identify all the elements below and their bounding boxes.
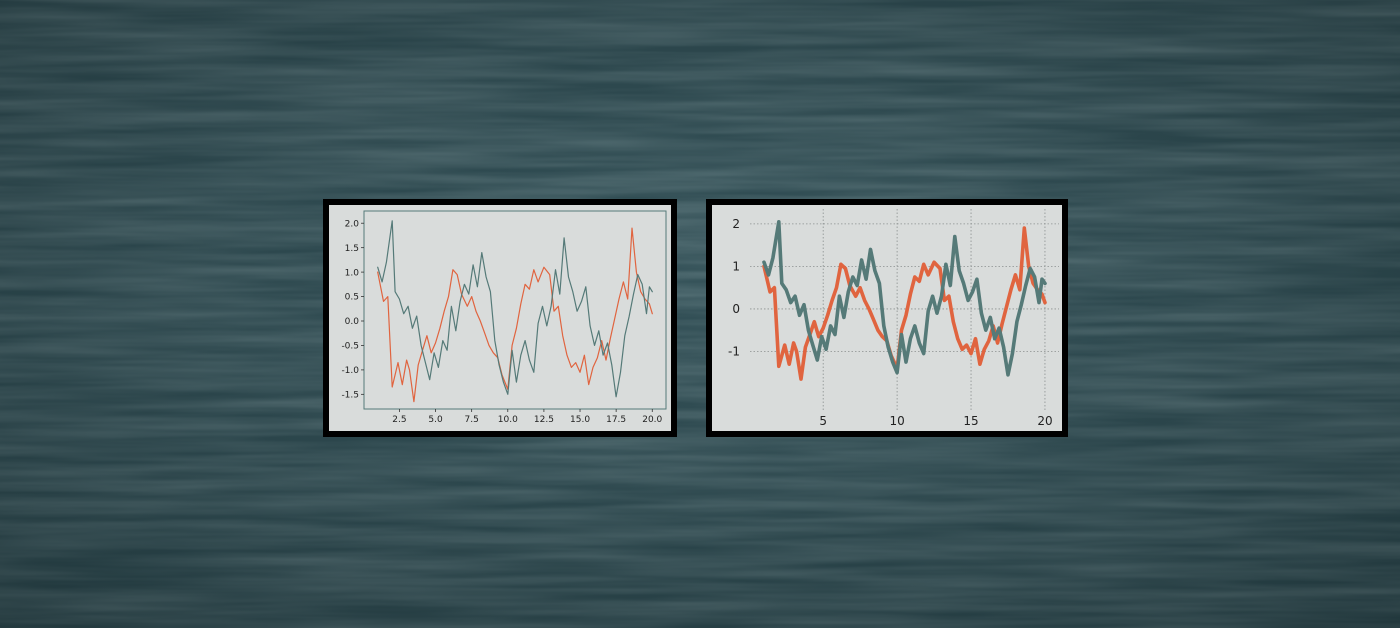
right-chart-panel <box>712 205 1062 431</box>
x-tick-label: 5 <box>819 414 827 428</box>
x-tick-label: 20.0 <box>642 415 662 425</box>
y-tick-label: 1 <box>732 260 740 274</box>
left-line-chart: 2.5 5.0 7.5 10.0 12.5 15.0 17.5 20.0 2.0 1.5 1.0 0.… <box>329 205 671 431</box>
left-chart-panel <box>329 205 671 431</box>
left-plot-border <box>363 210 667 410</box>
x-tick-label: 17.5 <box>606 415 626 425</box>
teal-series-line <box>762 219 1047 377</box>
y-tick-label: 0 <box>732 302 740 316</box>
y-tick-label: -1.5 <box>341 390 359 400</box>
x-tick-label: 10.0 <box>498 415 518 425</box>
y-tick-label: 2 <box>732 217 740 231</box>
x-tick-label: 15 <box>963 414 978 428</box>
orange-series-line <box>377 227 653 403</box>
x-tick-label: 12.5 <box>534 415 554 425</box>
x-tick-label: 5.0 <box>428 415 443 425</box>
y-tick-label: 0.0 <box>345 317 360 327</box>
left-chart-frame: 2.5 5.0 7.5 10.0 12.5 15.0 17.5 20.0 2.0 1.5 1.0 0.… <box>323 199 677 437</box>
y-tick-label: 1.5 <box>345 244 359 254</box>
y-tick-label: -1 <box>728 345 740 359</box>
y-tick-label: 1.0 <box>345 268 360 278</box>
x-tick-label: 2.5 <box>392 415 406 425</box>
y-tick-label: -1.0 <box>341 366 359 376</box>
y-tick-label: 0.5 <box>345 293 359 303</box>
x-tick-label: 7.5 <box>464 415 478 425</box>
y-tick-label: 2.0 <box>345 219 360 229</box>
right-chart-frame: 5 10 15 20 2 1 0 -1 <box>706 199 1068 437</box>
teal-series-line <box>377 220 653 398</box>
y-tick-label: -0.5 <box>341 342 359 352</box>
x-tick-label: 15.0 <box>570 415 590 425</box>
x-tick-label: 10 <box>889 414 904 428</box>
x-tick-label: 20 <box>1037 414 1052 428</box>
